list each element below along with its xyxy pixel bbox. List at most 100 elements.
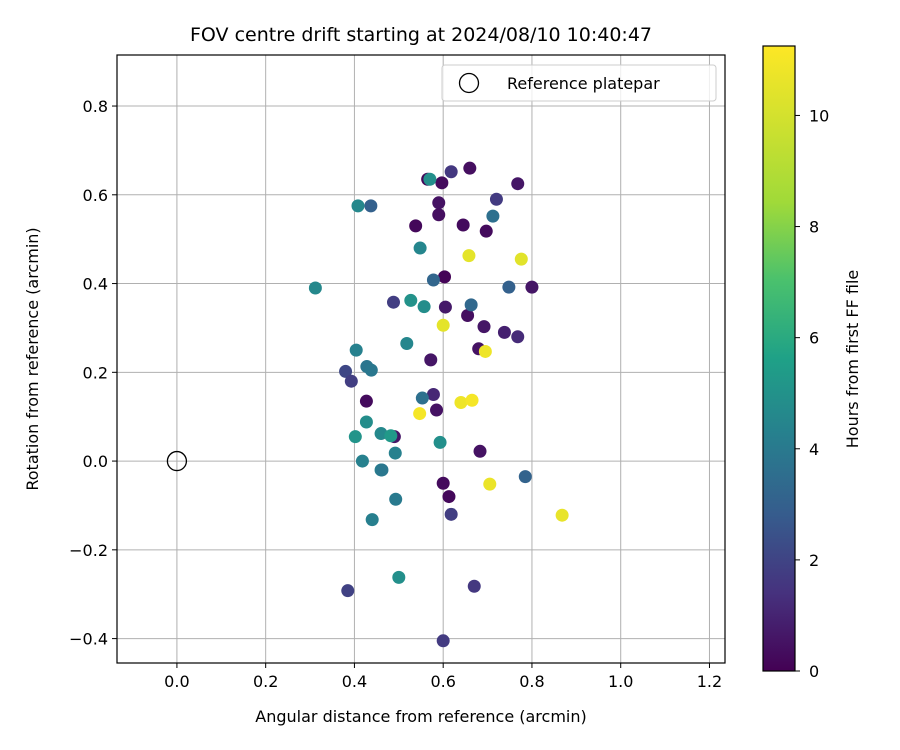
data-point — [426, 273, 440, 287]
data-point — [365, 513, 379, 527]
data-point — [341, 584, 355, 598]
data-point — [349, 343, 363, 357]
data-point — [435, 176, 449, 190]
data-point — [483, 477, 497, 491]
data-point — [463, 161, 477, 175]
data-point — [359, 415, 373, 429]
data-point — [444, 507, 458, 521]
data-point — [438, 300, 452, 314]
data-point — [339, 364, 353, 378]
data-point — [413, 241, 427, 255]
data-point — [375, 463, 389, 477]
data-point — [404, 293, 418, 307]
data-point — [478, 344, 492, 358]
y-tick-label: 0.0 — [83, 452, 108, 471]
data-point — [502, 280, 516, 294]
x-tick-label: 1.2 — [697, 672, 722, 691]
data-point — [462, 249, 476, 263]
y-tick-label: 0.6 — [83, 186, 108, 205]
data-point — [355, 454, 369, 468]
y-tick-label: 0.8 — [83, 97, 108, 116]
data-point — [436, 318, 450, 332]
y-tick-label: −0.4 — [69, 630, 108, 649]
data-point — [400, 336, 414, 350]
data-point — [413, 407, 427, 421]
data-point — [392, 570, 406, 584]
data-point — [417, 300, 431, 314]
colorbar: 0 2 4 6 8 10 Hours from first FF file — [762, 45, 862, 681]
data-point — [456, 218, 470, 232]
legend: Reference platepar — [441, 64, 717, 102]
colorbar-tick-label: 0 — [809, 662, 819, 681]
data-point — [436, 634, 450, 648]
data-point — [364, 199, 378, 213]
data-point — [438, 270, 452, 284]
data-point — [461, 309, 475, 323]
data-point — [344, 374, 358, 388]
data-point — [479, 224, 493, 238]
data-point — [423, 172, 437, 186]
data-point — [409, 219, 423, 233]
data-point — [426, 388, 440, 402]
data-point — [364, 363, 378, 377]
data-point — [473, 444, 487, 458]
data-point — [464, 298, 478, 312]
legend-label: Reference platepar — [507, 74, 660, 93]
y-axis-ticks: −0.4 −0.2 0.0 0.2 0.4 0.6 0.8 — [69, 97, 117, 649]
colorbar-tick-label: 6 — [809, 329, 819, 348]
data-point — [511, 330, 525, 344]
data-point — [497, 325, 511, 339]
data-point — [386, 295, 400, 309]
data-point — [555, 508, 569, 522]
x-tick-label: 0.4 — [342, 672, 367, 691]
data-point — [389, 492, 403, 506]
data-point — [436, 476, 450, 490]
y-tick-label: 0.4 — [83, 275, 108, 294]
data-point — [454, 395, 468, 409]
data-point — [489, 192, 503, 206]
data-point — [477, 320, 491, 334]
colorbar-tick-label: 8 — [809, 218, 819, 237]
data-point — [432, 196, 446, 210]
data-point — [432, 208, 446, 222]
data-point — [351, 199, 365, 213]
data-point — [518, 470, 532, 484]
colorbar-tick-label: 4 — [809, 440, 819, 459]
x-tick-label: 1.0 — [608, 672, 633, 691]
colorbar-tick-label: 10 — [809, 106, 829, 125]
data-point — [511, 177, 525, 191]
colorbar-tick-label: 2 — [809, 551, 819, 570]
data-point — [308, 281, 322, 295]
data-point — [384, 429, 398, 443]
x-axis-label: Angular distance from reference (arcmin) — [255, 707, 586, 726]
chart-title: FOV centre drift starting at 2024/08/10 … — [190, 24, 652, 46]
data-point — [433, 435, 447, 449]
colorbar-label: Hours from first FF file — [843, 270, 862, 449]
x-tick-label: 0.8 — [519, 672, 544, 691]
data-point — [444, 165, 458, 179]
x-tick-label: 0.6 — [430, 672, 455, 691]
grid-lines — [117, 55, 725, 663]
data-point — [514, 252, 528, 266]
data-point — [525, 280, 539, 294]
data-point — [415, 391, 429, 405]
data-point — [430, 403, 444, 417]
data-point — [465, 393, 479, 407]
x-axis-ticks: 0.0 0.2 0.4 0.6 0.8 1.0 1.2 — [164, 663, 722, 691]
reference-point — [166, 450, 188, 472]
colorbar-ticks: 0 2 4 6 8 10 — [795, 106, 829, 681]
y-tick-label: 0.2 — [83, 363, 108, 382]
x-tick-label: 0.2 — [253, 672, 278, 691]
data-point — [442, 490, 456, 504]
data-points — [308, 161, 569, 648]
data-point — [467, 579, 481, 593]
data-point — [348, 430, 362, 444]
x-tick-label: 0.0 — [164, 672, 189, 691]
data-point — [486, 209, 500, 223]
colorbar-gradient — [762, 45, 796, 672]
data-point — [388, 446, 402, 460]
plot-frame — [116, 54, 726, 664]
data-point — [424, 353, 438, 367]
data-point — [374, 427, 388, 441]
legend-marker-icon — [458, 72, 480, 94]
